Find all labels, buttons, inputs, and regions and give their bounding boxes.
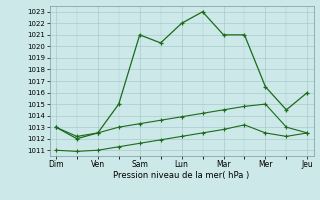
X-axis label: Pression niveau de la mer( hPa ): Pression niveau de la mer( hPa ) — [114, 171, 250, 180]
